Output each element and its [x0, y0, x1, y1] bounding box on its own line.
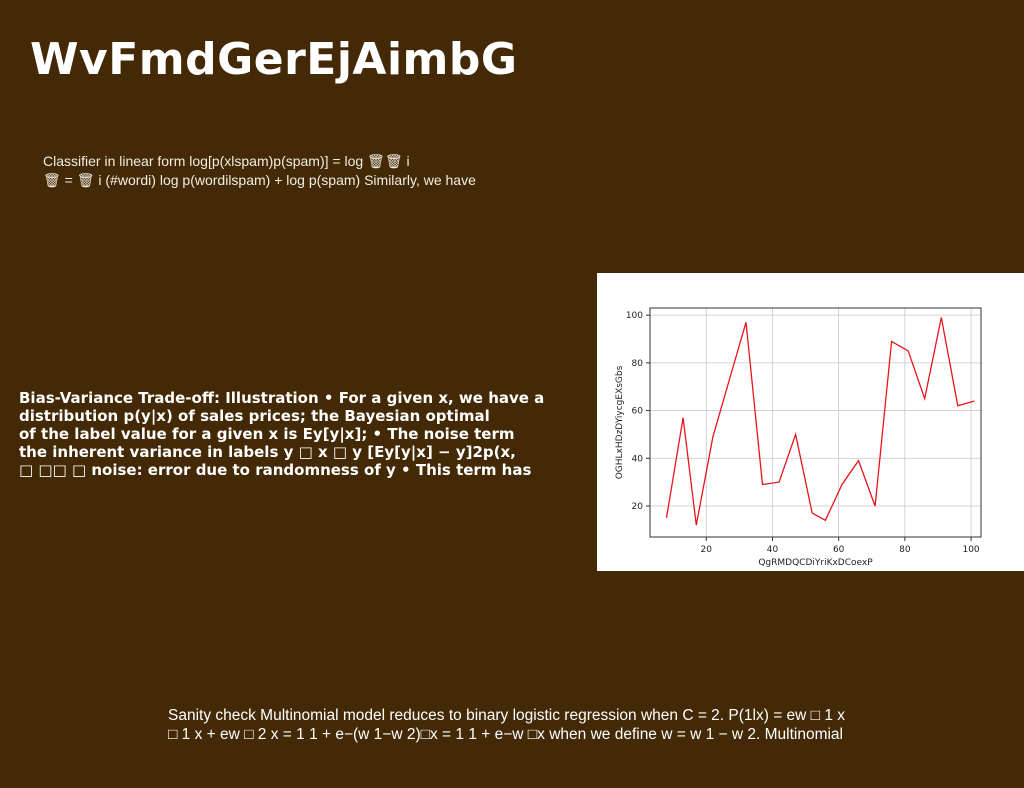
- x-tick-label: 20: [701, 545, 713, 555]
- x-tick-label: 80: [899, 545, 911, 555]
- text-block-classifier: Classifier in linear form log[p(xlspam)p…: [43, 152, 603, 190]
- y-tick-label: 60: [632, 407, 644, 417]
- text-line: Sanity check Multinomial model reduces t…: [168, 707, 846, 724]
- x-tick-label: 100: [962, 545, 979, 555]
- line-chart: 20 40 60 80 100 20 40 60 80 100 QgRMDQCDiYriKxDCoe…: [615, 307, 982, 568]
- text-line: distribution p(y|x) of sales prices; the…: [19, 407, 490, 425]
- text-block-bias-variance: Bias-Variance Trade-off: Illustration • …: [19, 389, 594, 479]
- x-axis-label: QgRMDQCDiYriKxDCoexP: [758, 558, 873, 568]
- text-line: Bias-Variance Trade-off: Illustration • …: [19, 389, 545, 407]
- y-axis-label: OGHLxHDzDYiycgEXsGbs: [615, 365, 625, 479]
- x-tick-label: 60: [833, 545, 845, 555]
- x-tick-label: 40: [767, 545, 779, 555]
- slide-title: WvFmdGerEjAimbG: [30, 34, 518, 85]
- chart-panel: 20 40 60 80 100 20 40 60 80 100 QgRMDQCDiYriKxDCoe…: [597, 273, 1024, 571]
- text-line: of the label value for a given x is Ey[y…: [19, 425, 515, 443]
- y-tick-label: 100: [626, 311, 643, 321]
- plot-frame: [649, 307, 982, 538]
- y-tick-label: 40: [632, 454, 644, 464]
- text-line: Classifier in linear form log[p(xlspam)p…: [43, 153, 410, 169]
- y-tick-label: 20: [632, 502, 644, 512]
- series-line: [665, 317, 975, 526]
- text-block-sanity-check: Sanity check Multinomial model reduces t…: [168, 706, 888, 744]
- y-tick-label: 80: [632, 359, 644, 369]
- text-line: the inherent variance in labels y □ x □ …: [19, 443, 516, 461]
- text-line: □ □□ □ noise: error due to randomness of…: [19, 461, 532, 479]
- text-line: □ 1 x + ew □ 2 x = 1 1 + e−(w 1−w 2)□x =…: [168, 726, 843, 743]
- text-line: 🗑 = 🗑 i (#wordi) log p(wordilspam) + log…: [43, 172, 476, 188]
